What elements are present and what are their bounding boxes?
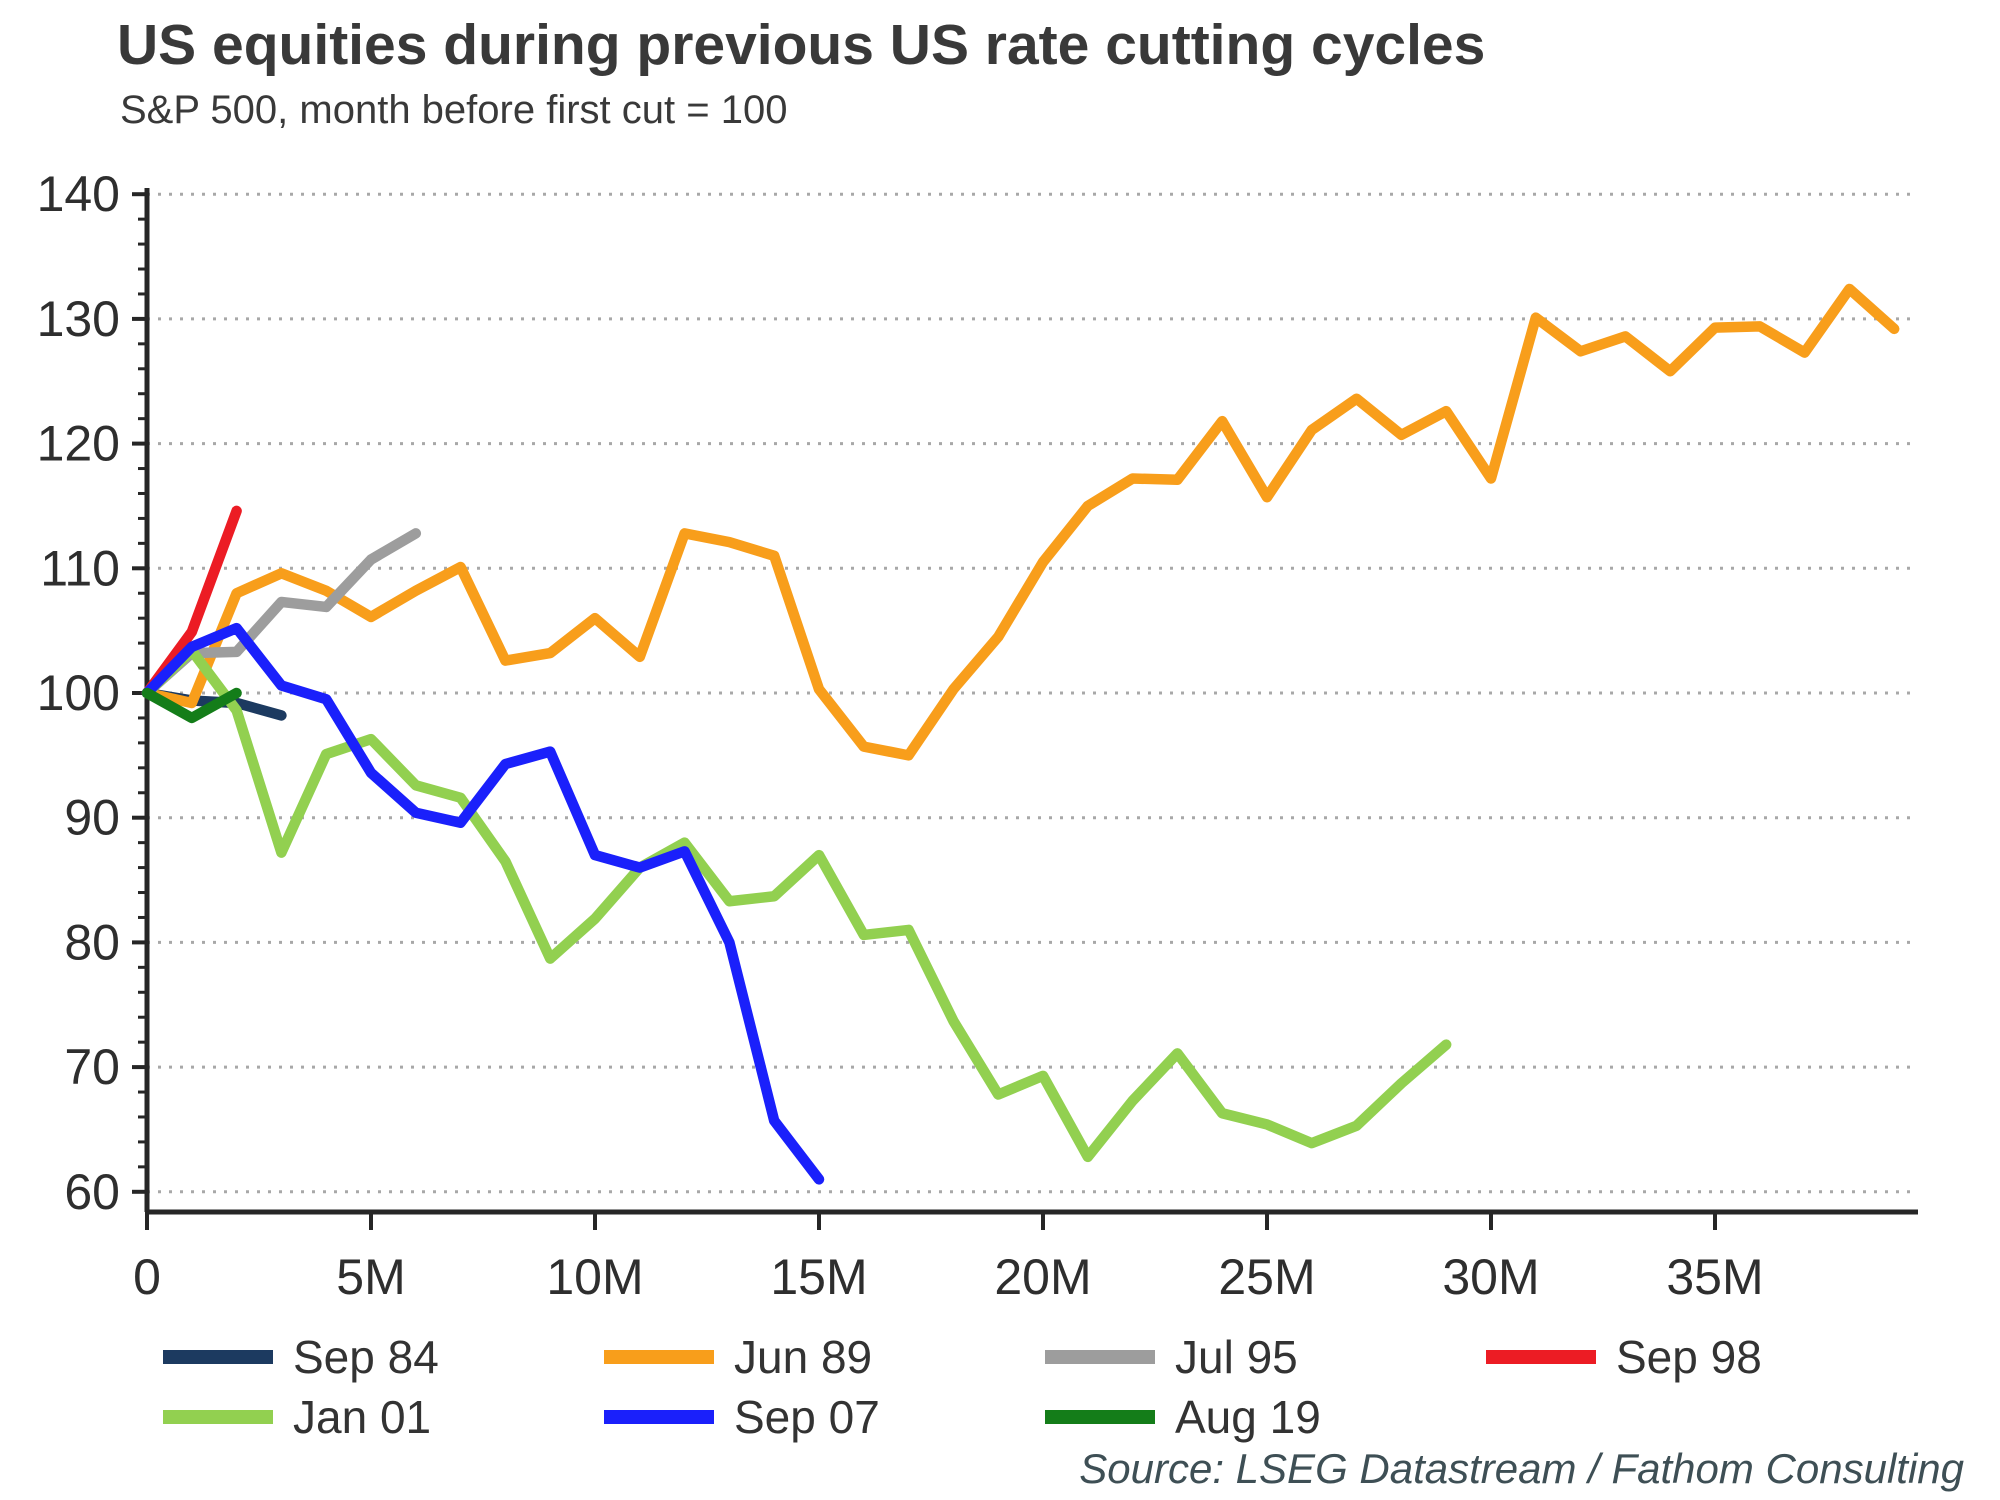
series-line-sep-07 <box>141 622 825 1185</box>
legend-item-jun-89: Jun 89 <box>604 1332 1045 1382</box>
legend-item-aug-19: Aug 19 <box>1045 1392 1486 1442</box>
x-tick-label: 25M <box>1218 1249 1315 1305</box>
legend-label: Jul 95 <box>1175 1331 1298 1383</box>
x-tick-label: 15M <box>770 1249 867 1305</box>
y-tick-label: 70 <box>64 1039 120 1095</box>
y-tick-label: 100 <box>37 665 120 721</box>
chart-subtitle: S&P 500, month before first cut = 100 <box>120 88 788 132</box>
y-tick-label: 140 <box>37 166 120 222</box>
legend-item-sep-84: Sep 84 <box>163 1332 604 1382</box>
x-tick-label: 10M <box>546 1249 643 1305</box>
legend-swatch <box>604 1350 714 1364</box>
y-tick-label: 90 <box>64 790 120 846</box>
legend-swatch <box>163 1410 273 1424</box>
legend-label: Jun 89 <box>734 1331 873 1383</box>
series-line-jan-01 <box>141 645 1452 1163</box>
legend-label: Sep 98 <box>1616 1331 1762 1383</box>
chart-title: US equities during previous US rate cutt… <box>117 13 1486 77</box>
legend-swatch <box>1486 1350 1596 1364</box>
legend-swatch <box>1045 1350 1155 1364</box>
x-tick-label: 35M <box>1666 1249 1763 1305</box>
y-tick-label: 120 <box>37 416 120 472</box>
legend-item-sep-07: Sep 07 <box>604 1392 1045 1442</box>
legend-item-jan-01: Jan 01 <box>163 1392 604 1442</box>
legend-swatch <box>163 1350 273 1364</box>
series-line-aug-19 <box>141 687 242 724</box>
y-tick-label: 110 <box>40 540 120 596</box>
legend-label: Jan 01 <box>293 1391 432 1443</box>
legend-label: Sep 84 <box>293 1331 439 1383</box>
legend-swatch <box>604 1410 714 1424</box>
legend-item-jul-95: Jul 95 <box>1045 1332 1486 1382</box>
x-tick-label: 5M <box>336 1249 405 1305</box>
legend-swatch <box>1045 1410 1155 1424</box>
y-tick-label: 130 <box>37 291 120 347</box>
legend-label: Sep 07 <box>734 1391 880 1443</box>
x-tick-label: 20M <box>994 1249 1091 1305</box>
y-tick-label: 60 <box>64 1164 120 1220</box>
legend: Sep 84 Jun 89 Jul 95 Sep 98 Jan 01 Sep 07 Aug … <box>163 1332 1927 1442</box>
x-tick-label: 30M <box>1442 1249 1539 1305</box>
x-tick-label: 0 <box>133 1249 161 1305</box>
y-tick-label: 80 <box>64 914 120 970</box>
series-line-sep-98 <box>141 505 242 699</box>
series-line-jun-89 <box>141 283 1900 761</box>
legend-item-sep-98: Sep 98 <box>1486 1332 1927 1382</box>
legend-label: Aug 19 <box>1175 1391 1321 1443</box>
source-note: Source: LSEG Datastream / Fathom Consult… <box>1079 1445 1964 1492</box>
